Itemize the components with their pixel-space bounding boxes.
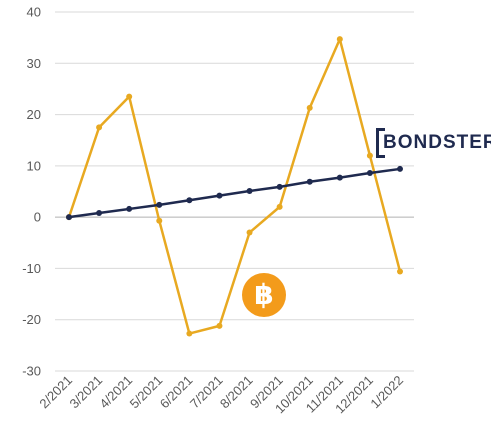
- x-tick-label: 8/2021: [217, 373, 256, 412]
- data-point: [186, 197, 193, 204]
- data-point: [96, 210, 103, 217]
- data-point: [306, 178, 313, 185]
- y-tick-label: -20: [22, 312, 41, 327]
- bitcoin-icon: ฿: [242, 273, 286, 317]
- data-point: [186, 330, 193, 337]
- x-tick-label: 4/2021: [97, 373, 136, 412]
- y-axis-ticks: 40 30 20 10 0 -10 -20 -30: [22, 5, 41, 379]
- data-point: [156, 217, 163, 224]
- logo-bracket-caps: [379, 128, 385, 158]
- data-point: [246, 229, 253, 236]
- data-point: [126, 205, 133, 212]
- x-axis-ticks: 2/20213/20214/20215/20216/20217/20218/20…: [36, 373, 406, 417]
- data-point: [306, 104, 313, 111]
- x-tick-label: 5/2021: [127, 373, 166, 412]
- series-lines: [66, 36, 403, 337]
- y-tick-label: 10: [27, 158, 41, 173]
- data-point: [366, 170, 373, 177]
- y-tick-label: 0: [34, 210, 41, 225]
- data-point: [276, 203, 283, 210]
- x-tick-label: 1/2022: [367, 373, 406, 412]
- data-point: [216, 322, 223, 329]
- y-tick-label: -10: [22, 261, 41, 276]
- series-line: [67, 37, 402, 335]
- x-tick-label: 6/2021: [157, 373, 196, 412]
- x-tick-label: 3/2021: [66, 373, 105, 412]
- bondster-logo: BONDSTER: [376, 128, 491, 158]
- data-point: [156, 201, 163, 208]
- y-tick-label: 20: [27, 107, 41, 122]
- series-2: [66, 165, 403, 221]
- data-point: [126, 93, 133, 100]
- y-tick-label: 40: [27, 5, 41, 20]
- y-tick-label: -30: [22, 364, 41, 379]
- data-point: [366, 152, 373, 159]
- data-point: [336, 174, 343, 181]
- x-tick-label: 7/2021: [187, 373, 226, 412]
- x-tick-label: 2/2021: [36, 373, 75, 412]
- y-tick-label: 30: [27, 56, 41, 71]
- series-1: [66, 36, 403, 337]
- data-point: [216, 192, 223, 199]
- data-point: [246, 187, 253, 194]
- grid-lines: [55, 11, 414, 372]
- data-point: [96, 124, 103, 131]
- bondster-logo-text: BONDSTER: [383, 132, 491, 153]
- series-line: [68, 167, 401, 219]
- data-point: [66, 214, 72, 221]
- data-point: [276, 183, 283, 190]
- data-point: [397, 268, 403, 275]
- data-point: [336, 36, 343, 43]
- logo-bracket-bar: [376, 128, 379, 158]
- data-point: [397, 165, 403, 172]
